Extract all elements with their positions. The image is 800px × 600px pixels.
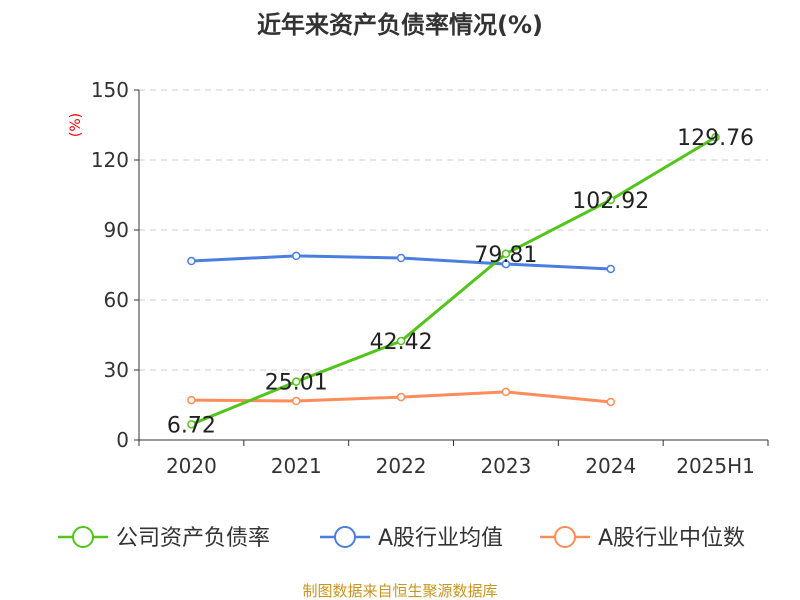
y-tick-label: 30 <box>104 358 129 382</box>
data-label: 102.92 <box>572 189 649 214</box>
y-tick-label: 0 <box>116 428 129 452</box>
x-tick-label: 2021 <box>271 454 322 478</box>
legend-item[interactable]: A股行业中位数 <box>540 526 745 551</box>
data-point[interactable] <box>501 259 511 269</box>
legend-label: 公司资产负债率 <box>116 526 270 551</box>
x-tick-label: 2020 <box>166 454 217 478</box>
footer-source: 制图数据来自恒生聚源数据库 <box>302 582 497 600</box>
data-point[interactable] <box>187 420 196 429</box>
data-point[interactable] <box>606 397 615 407</box>
x-tick-label: 2023 <box>480 454 531 478</box>
data-point[interactable] <box>187 395 196 405</box>
x-tick-label: 2025H1 <box>676 454 755 478</box>
data-point[interactable] <box>606 195 615 205</box>
data-label: 129.76 <box>677 126 754 151</box>
data-point[interactable] <box>396 392 406 402</box>
y-tick-label: 60 <box>104 288 129 312</box>
series-line <box>190 135 717 426</box>
y-axis-label: (%) <box>68 113 84 137</box>
data-point[interactable] <box>501 387 511 397</box>
legend-label: A股行业中位数 <box>598 526 745 551</box>
y-tick-label: 90 <box>104 218 129 242</box>
chart-title: 近年来资产负债率情况(%) <box>257 11 543 39</box>
y-tick-label: 120 <box>91 148 129 172</box>
legend-item[interactable]: 公司资产负债率 <box>58 526 270 551</box>
data-point[interactable] <box>606 264 615 274</box>
data-point[interactable] <box>396 336 406 346</box>
data-point[interactable] <box>501 249 511 259</box>
data-point[interactable] <box>292 396 301 406</box>
data-point[interactable] <box>292 251 301 261</box>
data-label: 79.81 <box>474 243 537 268</box>
legend-item[interactable]: A股行业均值 <box>320 526 503 551</box>
y-tick-label: 150 <box>91 78 129 102</box>
data-label: 42.42 <box>370 330 433 355</box>
data-point[interactable] <box>292 377 301 386</box>
x-tick-label: 2022 <box>376 454 427 478</box>
legend-circle-icon <box>334 526 356 548</box>
legend-circle-icon <box>554 526 576 548</box>
data-point[interactable] <box>187 256 196 266</box>
x-tick-label: 2024 <box>585 454 636 478</box>
data-point[interactable] <box>396 253 406 263</box>
data-label: 6.72 <box>167 413 216 438</box>
data-point[interactable] <box>711 132 720 142</box>
legend-circle-icon <box>72 526 94 548</box>
data-label: 25.01 <box>265 371 328 396</box>
legend-label: A股行业均值 <box>378 526 503 551</box>
